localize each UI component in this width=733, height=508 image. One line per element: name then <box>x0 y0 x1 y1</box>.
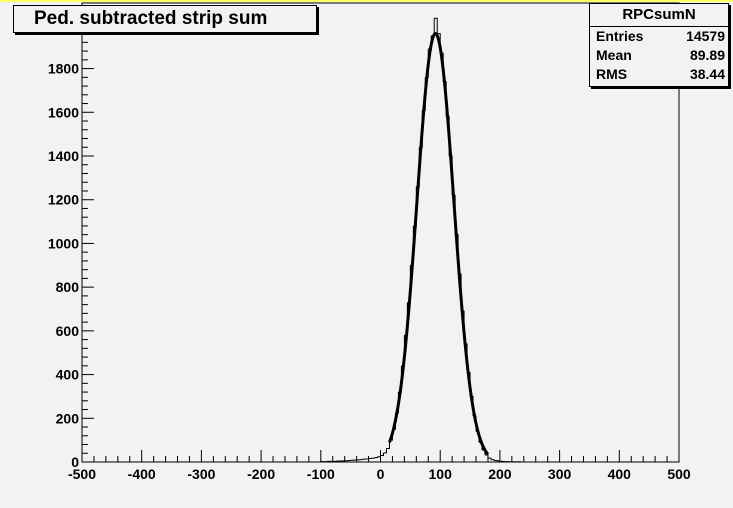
histogram-bin <box>484 454 489 459</box>
gaussian-fit-curve <box>388 32 490 456</box>
histogram-bin <box>487 457 492 460</box>
y-tick-label: 600 <box>56 323 80 339</box>
histogram-bin <box>490 459 495 461</box>
stats-row-rms: RMS 38.44 <box>590 65 728 84</box>
y-tick-label: 1200 <box>48 192 79 208</box>
histogram-bin <box>380 452 384 456</box>
stats-label: Mean <box>596 47 632 63</box>
x-tick-label: 0 <box>377 466 385 482</box>
x-tick-label: 200 <box>488 466 512 482</box>
x-tick-label: 400 <box>608 466 632 482</box>
y-tick-label: 1000 <box>48 235 79 251</box>
stats-name: RPCsumN <box>590 4 728 27</box>
histogram-bin <box>386 440 390 449</box>
y-tick-label: 200 <box>56 410 80 426</box>
x-tick-label: -100 <box>307 466 335 482</box>
stats-value: 89.89 <box>689 47 725 63</box>
y-tick-label: 400 <box>56 367 80 383</box>
stats-value: 14579 <box>686 28 725 44</box>
x-tick-label: -200 <box>247 466 275 482</box>
y-tick-label: 0 <box>71 454 79 470</box>
stats-label: RMS <box>596 66 628 82</box>
histogram-bin <box>377 455 381 458</box>
x-tick-label: -400 <box>128 466 156 482</box>
y-tick-label: 800 <box>56 279 80 295</box>
x-tick-label: 300 <box>548 466 572 482</box>
stats-row-entries: Entries 14579 <box>590 27 728 46</box>
y-tick-label: 1600 <box>48 104 79 120</box>
y-tick-label: 1800 <box>48 61 79 77</box>
x-tick-label: -500 <box>68 466 96 482</box>
histogram-bins <box>320 17 522 463</box>
x-tick-label: -300 <box>187 466 215 482</box>
histogram-bin <box>383 448 387 454</box>
window-top-border <box>0 0 733 2</box>
x-tick-labels: -500 -400 -300 -200 -100 0 100 200 300 400 500 <box>68 466 691 482</box>
stats-label: Entries <box>596 28 644 44</box>
y-tick-label: 1400 <box>48 148 79 164</box>
stats-box: RPCsumN Entries 14579 Mean 89.89 RMS 38.… <box>589 3 729 87</box>
histogram-bin <box>434 17 438 34</box>
x-tick-label: 100 <box>429 466 453 482</box>
y-tick-labels: 0200400600800100012001400160018002000 <box>48 17 79 470</box>
x-tick-label: 500 <box>667 466 691 482</box>
stats-value: 38.44 <box>689 66 725 82</box>
stats-row-mean: Mean 89.89 <box>590 46 728 65</box>
axis-ticks <box>81 6 680 463</box>
histogram-bin <box>374 456 379 459</box>
histogram-title: Ped. subtracted strip sum <box>13 5 317 33</box>
